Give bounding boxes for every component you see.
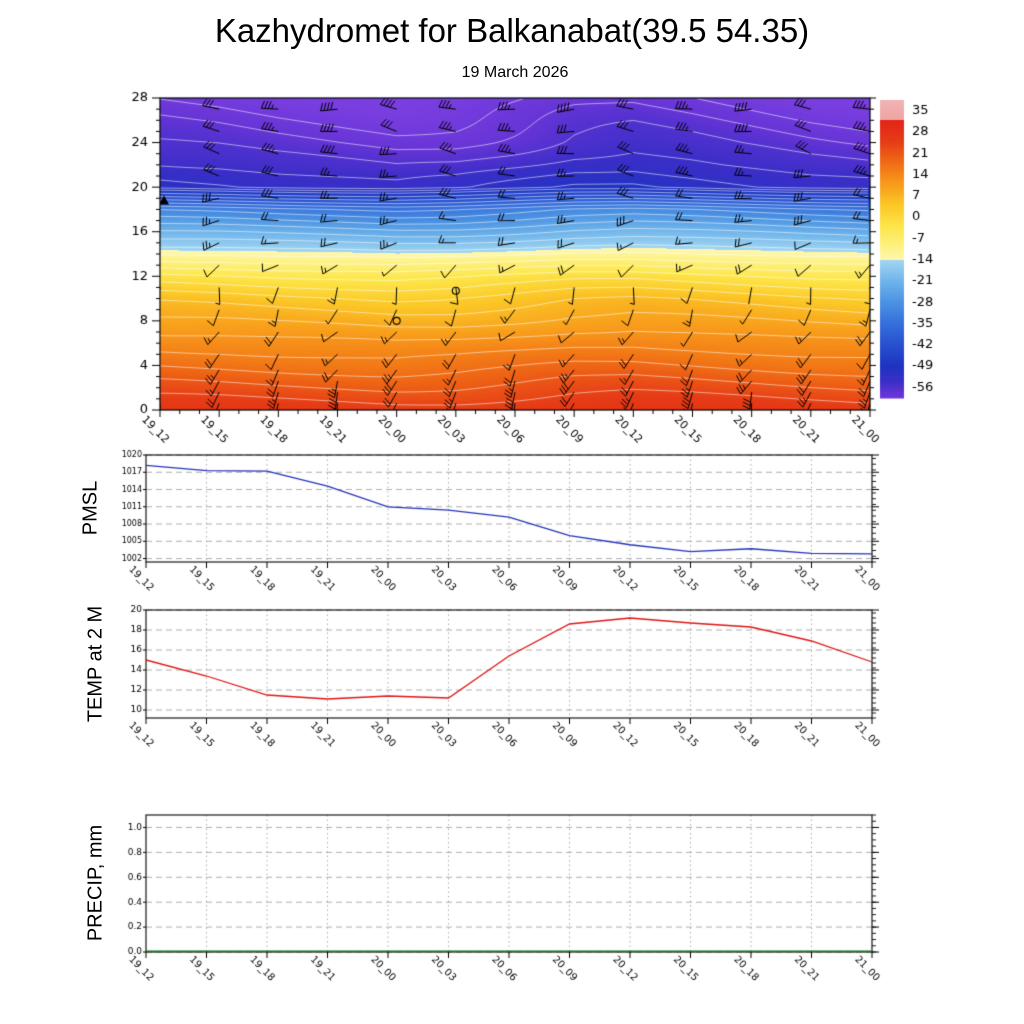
temp2m-axis-label: TEMP at 2 M [84,605,107,723]
temp2m-panel [146,610,872,718]
pmsl-panel [146,455,872,562]
page-title: Kazhydromet for Balkanabat(39.5 54.35) [214,12,810,49]
pmsl-axis-label: PMSL [79,480,102,536]
precip-panel [146,815,872,952]
date-subtitle: 19 March 2026 [461,64,569,81]
precip-axis-label: PRECIP, mm [84,824,107,942]
cross-section-plot [160,98,870,410]
temperature-colorbar [878,98,948,402]
